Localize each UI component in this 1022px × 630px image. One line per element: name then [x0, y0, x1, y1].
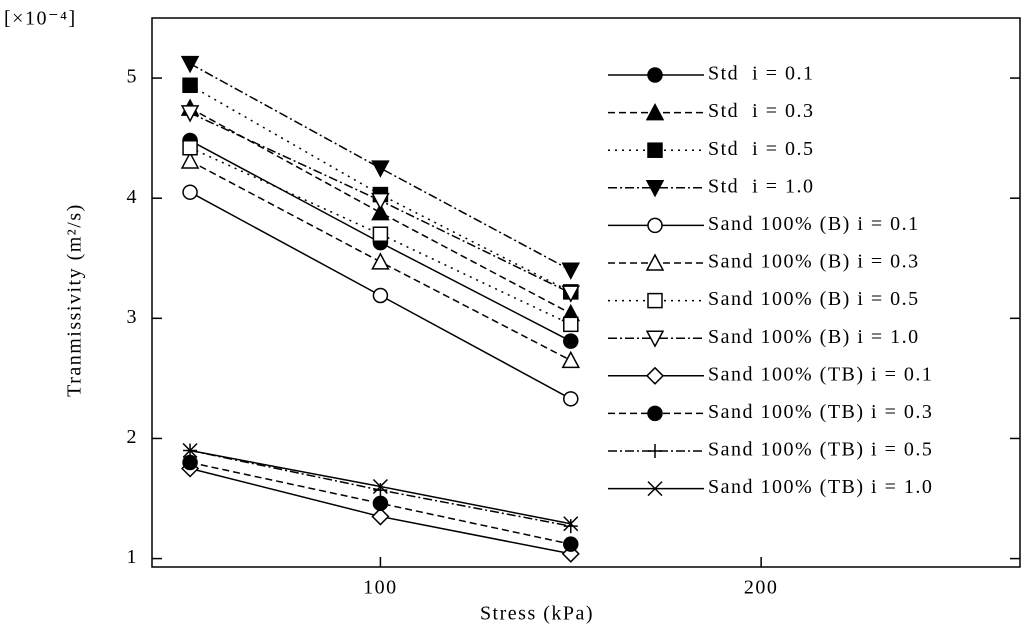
marker [182, 454, 198, 471]
legend-label: Std i = 1.0 [708, 175, 815, 197]
y-multiplier: [×10⁻⁴] [4, 8, 77, 30]
marker [371, 507, 390, 526]
marker [182, 139, 198, 156]
marker [371, 160, 390, 178]
marker [182, 184, 198, 200]
marker [563, 516, 579, 532]
y-tick-label: 5 [127, 66, 139, 88]
marker [180, 151, 200, 169]
legend-marker [647, 142, 663, 158]
marker [563, 333, 579, 349]
legend-label: Sand 100% (TB) i = 0.3 [708, 401, 933, 423]
series-line [189, 461, 571, 545]
legend-marker [645, 253, 665, 271]
y-tick-label: 3 [127, 306, 139, 328]
marker [563, 316, 579, 333]
marker [182, 77, 198, 94]
legend-label: Std i = 0.3 [708, 100, 815, 122]
legend-marker [645, 103, 665, 121]
plot-frame [151, 17, 1021, 568]
legend-label: Sand 100% (B) i = 0.5 [708, 288, 920, 310]
marker [563, 519, 578, 534]
legend-label: Sand 100% (B) i = 0.1 [708, 213, 920, 235]
marker [563, 536, 579, 552]
marker [561, 262, 581, 280]
legend-marker [648, 444, 662, 458]
marker [372, 287, 389, 304]
marker [561, 285, 581, 303]
legend-marker [647, 292, 663, 309]
marker [372, 478, 388, 495]
y-tick-label: 2 [127, 426, 139, 448]
legend-marker [647, 217, 663, 234]
marker [371, 192, 390, 211]
legend-marker [645, 180, 665, 198]
x-tick-label: 200 [744, 577, 779, 599]
legend-label: Std i = 0.1 [708, 63, 815, 85]
legend-marker [647, 405, 663, 422]
marker [561, 350, 581, 369]
y-tick-label: 4 [127, 186, 139, 208]
y-tick-label: 1 [127, 546, 139, 568]
marker [372, 495, 389, 512]
legend-label: Sand 100% (TB) i = 0.1 [708, 363, 933, 385]
x-tick-label: 100 [363, 577, 398, 599]
x-axis-label: Stress (kPa) [480, 603, 594, 625]
legend-label: Std i = 0.5 [708, 138, 815, 160]
marker [373, 483, 388, 498]
marker [563, 391, 579, 407]
legend-marker [647, 67, 663, 83]
marker [371, 203, 390, 221]
legend-label: Sand 100% (B) i = 0.3 [708, 251, 920, 273]
marker [182, 442, 198, 459]
marker [180, 55, 200, 74]
marker [371, 252, 390, 270]
y-axis-label: Tranmissivity (m²/s) [64, 203, 86, 397]
legend-label: Sand 100% (TB) i = 1.0 [708, 476, 933, 498]
marker [372, 226, 389, 242]
marker [180, 105, 200, 123]
legend-marker [645, 366, 665, 385]
legend-label: Sand 100% (TB) i = 0.5 [708, 439, 933, 461]
legend-marker [645, 330, 665, 348]
legend-label: Sand 100% (B) i = 1.0 [708, 326, 920, 348]
legend-marker [647, 481, 663, 497]
